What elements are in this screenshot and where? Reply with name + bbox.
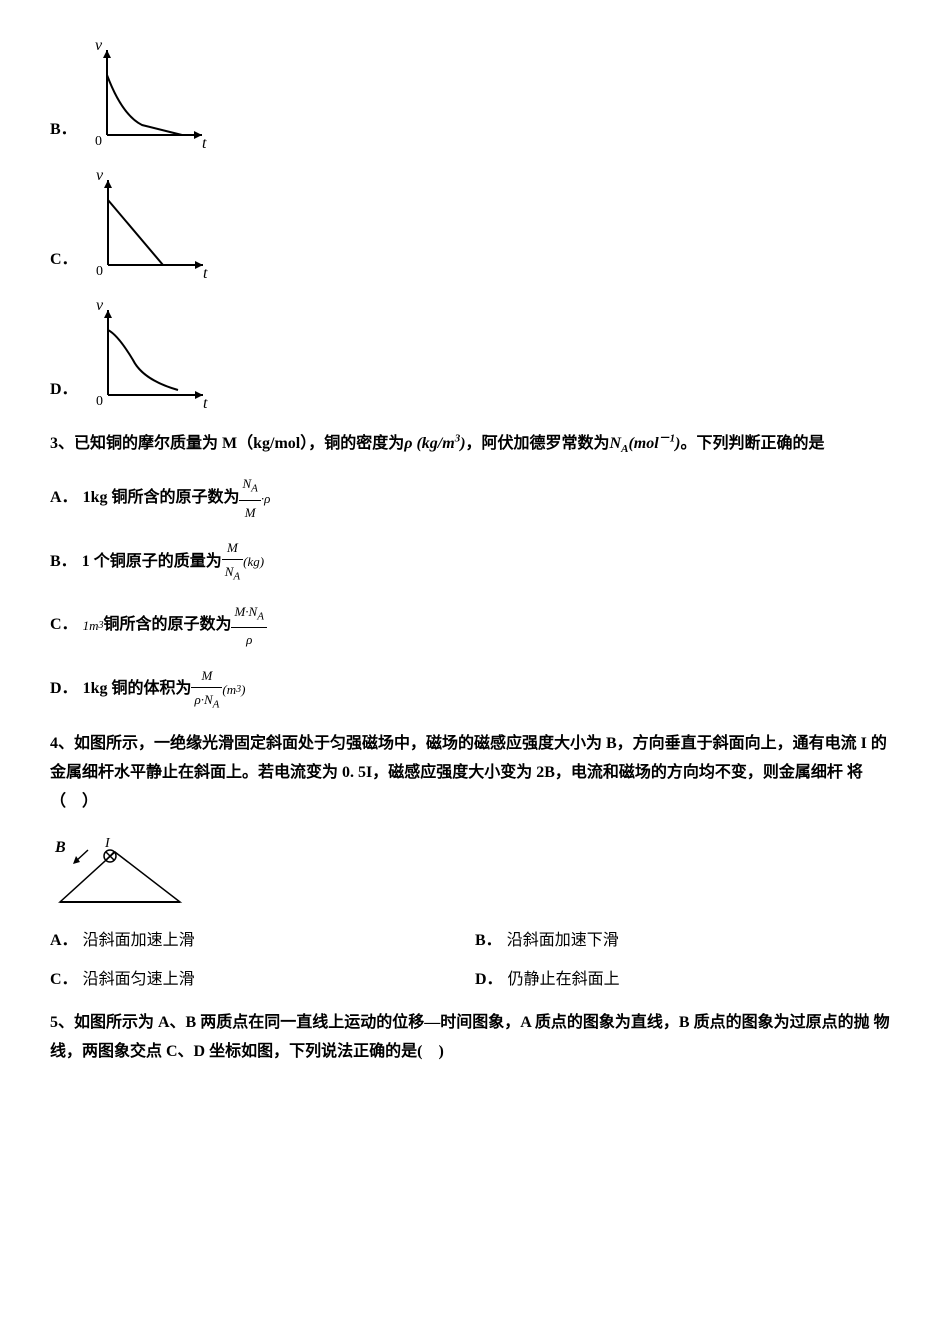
axis-x-label: t <box>202 135 207 150</box>
origin-label: 0 <box>96 264 103 279</box>
fraction-c: M·NA ρ <box>231 600 266 652</box>
fraction-b: M NA <box>222 536 243 588</box>
graph-option-d: D． v t 0 <box>50 300 900 410</box>
question-5: 5、如图所示为 A、B 两质点在同一直线上运动的位移—时间图象，A 质点的图象为… <box>50 1009 900 1067</box>
q4-options-row1: A．沿斜面加速上滑 B．沿斜面加速下滑 <box>50 927 900 956</box>
fraction-a: NA M <box>239 472 260 524</box>
question-4: 4、如图所示，一绝缘光滑固定斜面处于匀强磁场中，磁场的磁感应强度大小为 B，方向… <box>50 730 900 816</box>
option-d-label: D． <box>50 376 78 410</box>
origin-label: 0 <box>95 134 102 149</box>
q3-option-b: B． 1 个铜原子的质量为 M NA (kg) <box>50 536 900 588</box>
i-label: I <box>104 836 111 851</box>
axis-y-label: v <box>96 170 104 184</box>
q3-option-a: A． 1kg 铜所含的原子数为 NA M ·ρ <box>50 472 900 524</box>
graph-option-b: B． v t 0 <box>50 40 900 150</box>
axis-y-label: v <box>95 40 103 54</box>
q3-text: 3、已知铜的摩尔质量为 M（kg/mol），铜的密度为ρ (kg/m3)，阿伏加… <box>50 435 825 452</box>
fraction-d: M ρ·NA <box>191 664 222 716</box>
axis-y-label: v <box>96 300 104 314</box>
q3-option-c: C． 1m3 铜所含的原子数为 M·NA ρ <box>50 600 900 652</box>
q5-text: 5、如图所示为 A、B 两质点在同一直线上运动的位移—时间图象，A 质点的图象为… <box>50 1014 890 1060</box>
axis-x-label: t <box>203 265 208 280</box>
q3-option-d: D． 1kg 铜的体积为 M ρ·NA (m3) <box>50 664 900 716</box>
question-3: 3、已知铜的摩尔质量为 M（kg/mol），铜的密度为ρ (kg/m3)，阿伏加… <box>50 430 900 460</box>
origin-label: 0 <box>96 394 103 409</box>
vt-graph-b: v t 0 <box>87 40 217 150</box>
b-label: B <box>54 839 66 856</box>
option-b-label: B． <box>50 116 77 150</box>
vt-graph-c: v t 0 <box>88 170 218 280</box>
vt-graph-d: v t 0 <box>88 300 218 410</box>
axis-x-label: t <box>203 395 208 410</box>
option-c-label: C． <box>50 246 78 280</box>
q4-text: 4、如图所示，一绝缘光滑固定斜面处于匀强磁场中，磁场的磁感应强度大小为 B，方向… <box>50 735 887 810</box>
graph-option-c: C． v t 0 <box>50 170 900 280</box>
q4-options-row2: C．沿斜面匀速上滑 D．仍静止在斜面上 <box>50 966 900 995</box>
q4-diagram: B I <box>50 832 900 912</box>
